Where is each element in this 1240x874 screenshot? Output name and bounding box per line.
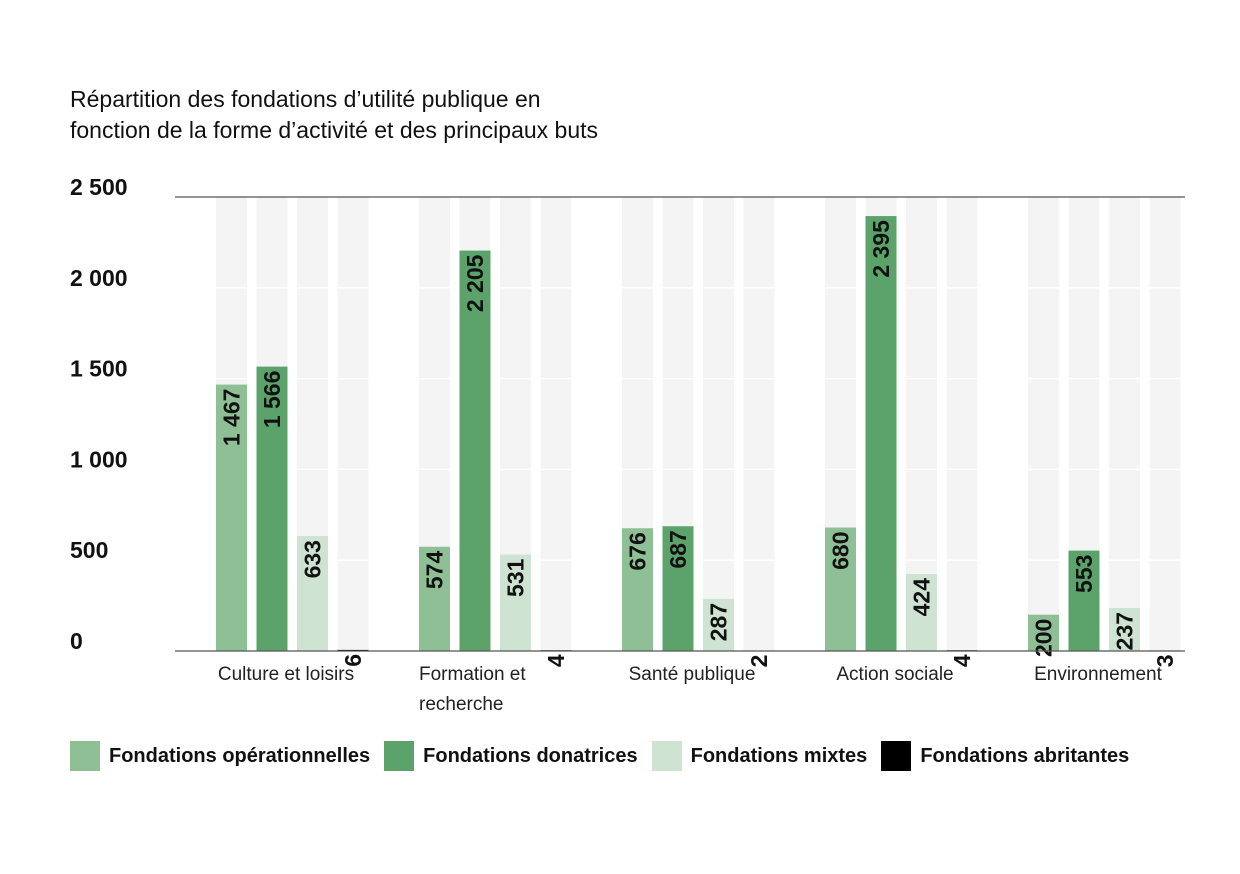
bar-2-4 <box>865 216 897 651</box>
x-category-label: Culture et loisirs <box>218 664 354 685</box>
legend-label: Fondations mixtes <box>690 744 868 767</box>
value-label-3-1: 633 <box>300 540 326 578</box>
legend-swatch <box>651 741 682 771</box>
value-label-2-5: 553 <box>1071 555 1097 593</box>
bar-track <box>1149 197 1181 651</box>
bar-2-5 <box>1068 550 1100 651</box>
value-label-2-3: 687 <box>665 530 691 568</box>
bar-2-2 <box>459 250 491 651</box>
y-tick-label: 1 500 <box>70 356 128 382</box>
bar-track-layer <box>216 197 1181 651</box>
bar-2-1 <box>256 366 288 651</box>
value-label-3-3: 287 <box>706 603 732 641</box>
bar-3-3 <box>703 598 734 651</box>
bar-track <box>703 197 734 651</box>
bar-track <box>337 197 369 651</box>
bar-3-2 <box>500 554 531 651</box>
y-tick-label: 1 000 <box>70 446 128 472</box>
x-category-label: Formation et recherche <box>419 664 526 715</box>
bar-track <box>1109 197 1140 651</box>
bar-track <box>540 197 572 651</box>
legend-label: Fondations donatrices <box>423 744 638 767</box>
bar-1-4 <box>825 527 856 651</box>
bar-track <box>946 197 978 651</box>
value-label-4-3: 2 <box>746 655 772 668</box>
value-label-2-1: 1 566 <box>259 371 285 429</box>
value-label-layer: 1 467 1 566 633 6 574 2 205 531 4 676 687 287 2 680 2… <box>219 220 1179 668</box>
y-tick-label: 2 500 <box>70 174 128 200</box>
value-label-2-4: 2 395 <box>868 220 894 278</box>
x-category-label: Environnement <box>1034 664 1163 685</box>
legend-item-2: Fondations donatrices <box>384 741 638 771</box>
x-category-label: Santé publique <box>629 664 756 685</box>
legend-swatch <box>384 741 415 771</box>
legend-item-1: Fondations opérationnelles <box>70 741 370 771</box>
bar-1-1 <box>216 384 247 651</box>
chart-title-line-2: fonction de la forme d’activité et des p… <box>70 117 599 143</box>
legend-label: Fondations abritantes <box>920 744 1130 767</box>
bar-track <box>743 197 775 651</box>
value-label-4-4: 4 <box>949 654 975 667</box>
x-category-label: Action sociale <box>836 664 953 685</box>
value-label-1-4: 680 <box>828 532 854 570</box>
value-label-4-1: 6 <box>340 654 366 667</box>
value-label-1-2: 574 <box>422 551 448 590</box>
value-label-3-2: 531 <box>503 558 529 597</box>
legend-swatch <box>881 741 912 771</box>
value-label-1-3: 676 <box>625 532 651 570</box>
value-label-3-4: 424 <box>909 578 935 617</box>
bar-track <box>1028 197 1059 651</box>
bar-1-2 <box>419 546 450 651</box>
value-label-4-2: 4 <box>543 654 569 667</box>
chart-title-line-1: Répartition des fondations d’utilité pub… <box>70 86 541 112</box>
value-label-3-5: 237 <box>1112 612 1138 650</box>
bar-3-5 <box>1109 607 1140 651</box>
y-tick-label: 2 000 <box>70 265 128 291</box>
bar-1-5 <box>1028 614 1059 651</box>
bar-2-3 <box>662 526 694 651</box>
legend-item-4: Fondations abritantes <box>881 741 1129 771</box>
y-tick-label: 500 <box>70 537 108 563</box>
bar-1-3 <box>622 528 653 651</box>
legend: Fondations opérationnelles Fondations don… <box>70 740 1129 772</box>
value-label-2-2: 2 205 <box>462 254 488 312</box>
bar-3-4 <box>906 574 937 651</box>
axis-layer: 0 500 1 000 1 500 2 000 2 500 Culture et loisi… <box>70 174 1185 715</box>
value-label-4-5: 3 <box>1152 654 1178 667</box>
legend-swatch <box>70 741 100 771</box>
legend-item-3: Fondations mixtes <box>651 741 868 771</box>
value-label-1-1: 1 467 <box>219 389 245 447</box>
y-tick-label: 0 <box>70 628 83 654</box>
legend-label: Fondations opérationnelles <box>109 744 371 767</box>
chart-title: Répartition des fondations d’utilité pub… <box>70 84 770 146</box>
bar-3-1 <box>297 536 328 651</box>
bar-layer <box>216 216 1181 651</box>
